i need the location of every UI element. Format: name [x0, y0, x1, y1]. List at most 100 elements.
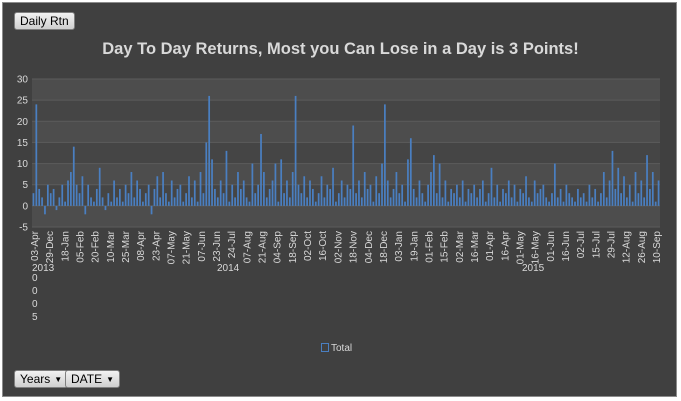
chart-title: Day To Day Returns, Most you Can Lose in… — [102, 40, 579, 58]
bar — [435, 193, 438, 206]
bar — [628, 184, 631, 206]
bar — [657, 180, 660, 206]
bar — [530, 201, 533, 206]
bar — [205, 142, 208, 206]
years-field-button[interactable]: Years ▼ — [14, 370, 69, 388]
x-tick-label: 02-Mar — [455, 230, 466, 262]
x-tick-label: 10-Mar — [106, 230, 117, 262]
y-tick-label: 5 — [22, 180, 28, 191]
bar — [640, 180, 643, 206]
bar — [332, 167, 334, 206]
bar — [216, 197, 219, 206]
bar — [525, 176, 527, 206]
bar — [602, 172, 605, 206]
bar — [649, 188, 651, 206]
bar — [476, 197, 478, 206]
bar — [453, 193, 455, 206]
years-dropdown-arrow-icon: ▼ — [54, 375, 63, 384]
x-tick-label: 24-Jul — [227, 231, 238, 258]
x-tick-label: 04-Sep — [273, 231, 284, 264]
bar — [251, 163, 254, 206]
bar — [355, 193, 357, 206]
stray-label-line-1: 0 — [32, 273, 38, 284]
bar — [441, 197, 444, 206]
bar — [335, 201, 337, 206]
bar — [55, 205, 58, 211]
bar — [113, 180, 115, 206]
bar — [479, 188, 481, 206]
bar — [58, 197, 61, 206]
bar — [211, 159, 213, 206]
bar — [536, 193, 539, 206]
bar — [519, 188, 522, 206]
bar — [464, 201, 467, 206]
bar — [167, 201, 170, 206]
bar — [447, 201, 450, 206]
pivot-chart-area: Daily Rtn Day To Day Returns, Most you C… — [2, 2, 677, 397]
bar — [312, 188, 314, 206]
bar — [300, 193, 303, 206]
bar — [605, 197, 608, 206]
x-tick-label: 07-Jun — [197, 231, 208, 262]
bar — [144, 193, 147, 206]
bar — [594, 188, 597, 206]
date-dropdown-arrow-icon: ▼ — [106, 375, 115, 384]
bar — [67, 180, 69, 206]
bar — [170, 180, 173, 206]
bar — [623, 176, 625, 206]
bar — [481, 180, 484, 206]
y-tick-label: -5 — [19, 223, 28, 234]
bar — [505, 193, 507, 206]
x-tick-label: 18-Nov — [349, 231, 360, 263]
bar — [239, 188, 242, 206]
x-tick-label: 07-May — [167, 231, 178, 264]
bar — [265, 197, 268, 206]
bar — [225, 150, 228, 206]
bar — [165, 193, 167, 206]
date-field-label: DATE — [71, 372, 103, 386]
bar — [643, 197, 646, 206]
bar — [617, 167, 620, 206]
bar — [93, 201, 95, 206]
bar — [326, 184, 329, 206]
x-tick-label: 01-Apr — [485, 230, 496, 261]
bar — [375, 176, 378, 206]
stray-label-line-2: 0 — [32, 286, 38, 297]
bar — [427, 184, 429, 206]
x-tick-label: 19-Jan — [409, 231, 420, 262]
bar — [513, 184, 516, 206]
plot-band — [32, 142, 660, 164]
bar — [337, 193, 340, 206]
bar — [49, 193, 52, 206]
plot-band — [32, 121, 660, 143]
daily-rtn-field-button[interactable]: Daily Rtn — [14, 12, 75, 30]
bar — [349, 188, 352, 206]
bar — [496, 184, 499, 206]
x-tick-label: 23-Jun — [212, 231, 223, 262]
bar — [110, 201, 113, 206]
date-field-button[interactable]: DATE ▼ — [65, 370, 121, 388]
bar — [568, 193, 571, 206]
bar — [142, 201, 144, 206]
bar — [245, 197, 248, 206]
bar — [286, 180, 288, 206]
bar — [98, 167, 101, 206]
bar — [401, 184, 404, 206]
bar — [363, 172, 366, 206]
bar — [545, 197, 548, 206]
bar — [654, 201, 657, 206]
bar — [502, 188, 504, 206]
bar — [260, 133, 262, 206]
bar — [84, 205, 87, 215]
x-tick-label: 03-Apr — [30, 230, 41, 261]
x-tick-label: 02-Oct — [303, 231, 314, 261]
bar — [516, 201, 519, 206]
x-tick-label: 21-Aug — [258, 231, 269, 263]
x-tick-label: 03-Jan — [394, 231, 405, 262]
bar — [631, 201, 634, 206]
x-tick-label: 29-Jul — [606, 231, 617, 258]
x-tick-label: 21-May — [182, 231, 193, 264]
plot-band — [32, 100, 660, 122]
bar — [484, 201, 487, 206]
bar — [46, 184, 49, 206]
